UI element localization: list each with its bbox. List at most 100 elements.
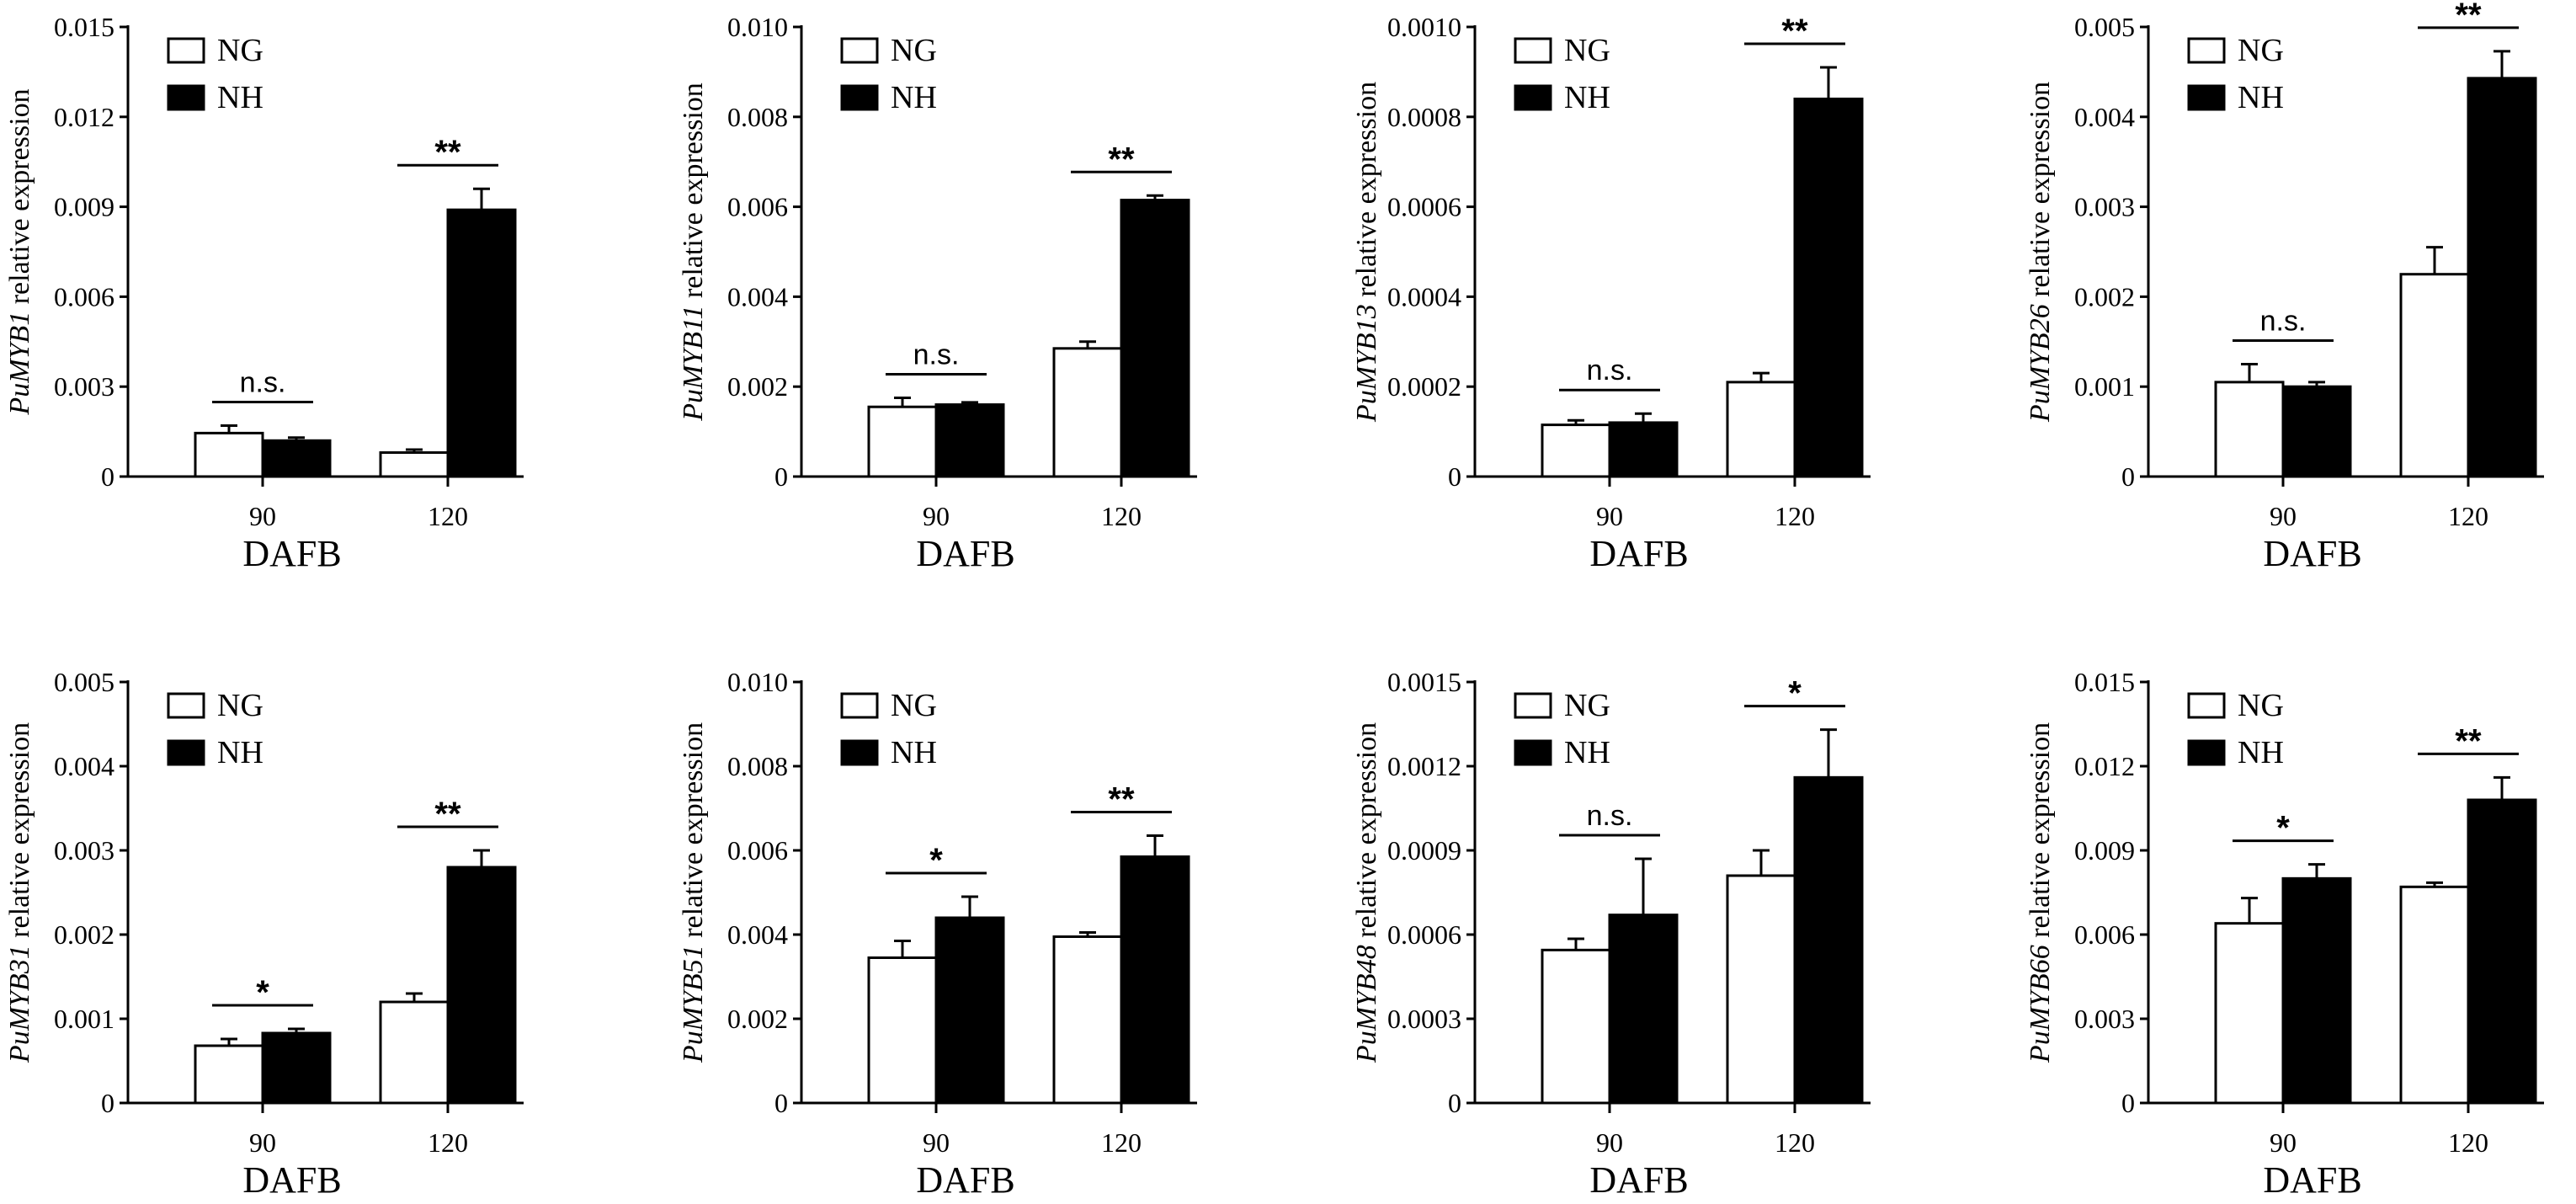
bar-nh-120: [2467, 798, 2537, 1105]
y-tick-label: 0.010: [727, 667, 788, 697]
bar-ng-120: [379, 1000, 450, 1105]
legend-label-nh: NH: [1564, 80, 1610, 115]
y-tick-label: 0.002: [2074, 281, 2135, 312]
legend-swatch-nh: [167, 84, 205, 111]
y-axis-label: PuMYB13 relative expression: [1351, 82, 1382, 423]
x-axis-label: DAFB: [1589, 1159, 1688, 1201]
x-axis-label: DAFB: [242, 533, 341, 574]
x-tick-label: 90: [2270, 501, 2297, 531]
legend-label-nh: NH: [891, 80, 937, 115]
y-tick-label: 0.002: [727, 371, 788, 402]
bar-nh-90: [2281, 385, 2352, 478]
x-tick-label: 120: [1101, 1127, 1142, 1158]
gene-name: PuMYB26: [2025, 304, 2056, 423]
legend-label-nh: NH: [2238, 80, 2284, 115]
y-tick-label: 0.0010: [1387, 12, 1461, 42]
y-tick-label: 0.002: [727, 1004, 788, 1034]
chart-panel-pumyb26: PuMYB26 relative expression 0 0.001 0.002 0.…: [2025, 0, 2544, 574]
x-axis-label: DAFB: [2263, 533, 2361, 574]
y-axis-label-suffix: relative expression: [4, 722, 35, 945]
bar-ng-120: [1052, 935, 1123, 1105]
y-tick-label: 0: [774, 461, 788, 492]
x-tick-label: 90: [249, 1127, 276, 1158]
bar-nh-120: [1120, 855, 1190, 1105]
legend-label-ng: NG: [1564, 33, 1610, 68]
legend-label-nh: NH: [891, 735, 937, 770]
y-tick-label: 0.003: [2074, 1004, 2135, 1034]
legend-swatch-ng: [840, 692, 879, 719]
y-tick-label: 0.004: [54, 751, 114, 781]
y-tick-label: 0: [1448, 461, 1461, 492]
y-tick-label: 0.001: [54, 1004, 114, 1034]
gene-name: PuMYB31: [4, 945, 35, 1063]
gene-name: PuMYB51: [678, 945, 709, 1063]
y-tick-label: 0.004: [727, 919, 788, 950]
x-tick-label: 120: [1775, 501, 1815, 531]
gene-name: PuMYB66: [2025, 945, 2056, 1063]
y-tick-label: 0.009: [2074, 835, 2135, 866]
y-tick-label: 0: [2121, 461, 2135, 492]
y-tick-label: 0.004: [2074, 102, 2135, 132]
y-tick-label: 0.002: [54, 919, 114, 950]
legend: NG NH: [840, 33, 937, 115]
bar-ng-90: [2214, 922, 2285, 1105]
y-tick-label: 0.012: [54, 102, 114, 132]
legend-swatch-nh: [840, 739, 879, 766]
y-tick-label: 0.0008: [1387, 102, 1461, 132]
y-tick-label: 0.0004: [1387, 281, 1461, 312]
bar-nh-90: [934, 403, 1005, 478]
legend-label-ng: NG: [891, 688, 937, 723]
bar-nh-120: [446, 208, 517, 478]
bar-ng-120: [2399, 885, 2470, 1105]
y-axis-label: PuMYB31 relative expression: [4, 722, 35, 1063]
legend-label-nh: NH: [217, 80, 263, 115]
y-axis-label: PuMYB48 relative expression: [1351, 722, 1382, 1063]
gene-name: PuMYB48: [1351, 945, 1382, 1063]
legend: NG NH: [1514, 688, 1610, 770]
bar-ng-90: [2214, 381, 2285, 478]
y-tick-label: 0: [2121, 1088, 2135, 1118]
x-axis-label: DAFB: [2263, 1159, 2361, 1201]
legend-label-nh: NH: [2238, 735, 2284, 770]
bar-nh-90: [2281, 876, 2352, 1105]
significance-label: **: [434, 134, 461, 171]
y-axis-label-suffix: relative expression: [1351, 722, 1382, 945]
chart-panel-pumyb1: PuMYB1 relative expression 0 0.003 0.006 0.0…: [4, 12, 524, 574]
y-tick-label: 0.0003: [1387, 1004, 1461, 1034]
legend-swatch-ng: [2187, 692, 2226, 719]
y-tick-label: 0.015: [2074, 667, 2135, 697]
legend-swatch-nh: [2187, 739, 2226, 766]
legend: NG NH: [2187, 688, 2284, 770]
x-tick-label: 90: [249, 501, 276, 531]
y-tick-label: 0.0012: [1387, 751, 1461, 781]
y-tick-label: 0.0009: [1387, 835, 1461, 866]
bar-nh-90: [261, 1031, 332, 1105]
legend: NG NH: [167, 688, 263, 770]
y-tick-label: 0.005: [54, 667, 114, 697]
y-tick-label: 0.004: [727, 281, 788, 312]
y-tick-label: 0.003: [2074, 192, 2135, 222]
x-tick-label: 90: [1596, 501, 1623, 531]
significance-label: **: [2455, 722, 2482, 759]
y-tick-label: 0.006: [727, 192, 788, 222]
bar-nh-120: [2467, 77, 2537, 478]
legend-swatch-ng: [2187, 37, 2226, 64]
significance-label: n.s.: [1587, 800, 1633, 832]
y-axis-label-suffix: relative expression: [678, 83, 709, 305]
bar-ng-120: [1052, 347, 1123, 478]
gene-name: PuMYB13: [1351, 304, 1382, 423]
x-axis-label: DAFB: [1589, 533, 1688, 574]
y-tick-label: 0.0006: [1387, 192, 1461, 222]
bar-nh-90: [1608, 914, 1679, 1105]
y-axis-label-suffix: relative expression: [678, 722, 709, 945]
x-axis-label: DAFB: [242, 1159, 341, 1201]
legend-swatch-nh: [840, 84, 879, 111]
legend-swatch-ng: [167, 692, 205, 719]
significance-label: *: [256, 974, 269, 1011]
significance-label: **: [1108, 141, 1135, 178]
y-axis-label-suffix: relative expression: [2025, 722, 2056, 945]
legend-label-ng: NG: [2238, 33, 2284, 68]
bar-nh-120: [1793, 97, 1864, 478]
y-axis-label: PuMYB26 relative expression: [2025, 82, 2056, 423]
y-tick-label: 0: [774, 1088, 788, 1118]
